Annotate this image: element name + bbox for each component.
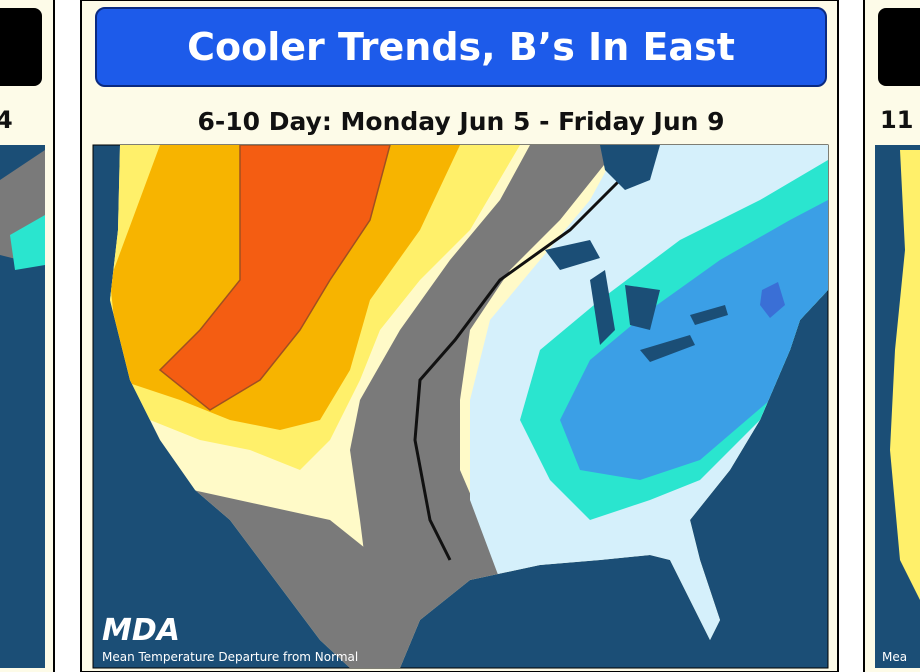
right-title-box	[878, 8, 920, 86]
map-caption: Mean Temperature Departure from Normal	[102, 650, 358, 664]
left-title-box	[0, 8, 42, 86]
right-subtitle: 11	[880, 106, 913, 134]
map-caption: Mea	[882, 650, 907, 664]
right-map: Mea	[875, 145, 920, 668]
contour-line	[413, 178, 622, 561]
logo: MDA	[102, 613, 180, 648]
lake	[590, 270, 615, 345]
subtitle: 6-10 Day: Monday Jun 5 - Friday Jun 9	[197, 107, 724, 136]
land	[10, 215, 45, 270]
zone-normal	[350, 145, 620, 668]
zone-coldest	[760, 282, 785, 318]
left-map	[0, 145, 45, 668]
zone-coolest	[560, 200, 828, 480]
title-box	[95, 7, 827, 87]
lake	[640, 335, 695, 362]
lake	[600, 145, 660, 190]
land	[890, 150, 920, 600]
lake	[690, 305, 728, 325]
title: Cooler Trends, B’s In East	[187, 25, 735, 69]
map: MDA Mean Temperature Departure from Norm…	[92, 144, 829, 669]
lake	[545, 240, 600, 270]
left-subtitle: 4	[0, 106, 13, 134]
zone-warmest	[158, 145, 391, 411]
lake	[625, 285, 660, 330]
